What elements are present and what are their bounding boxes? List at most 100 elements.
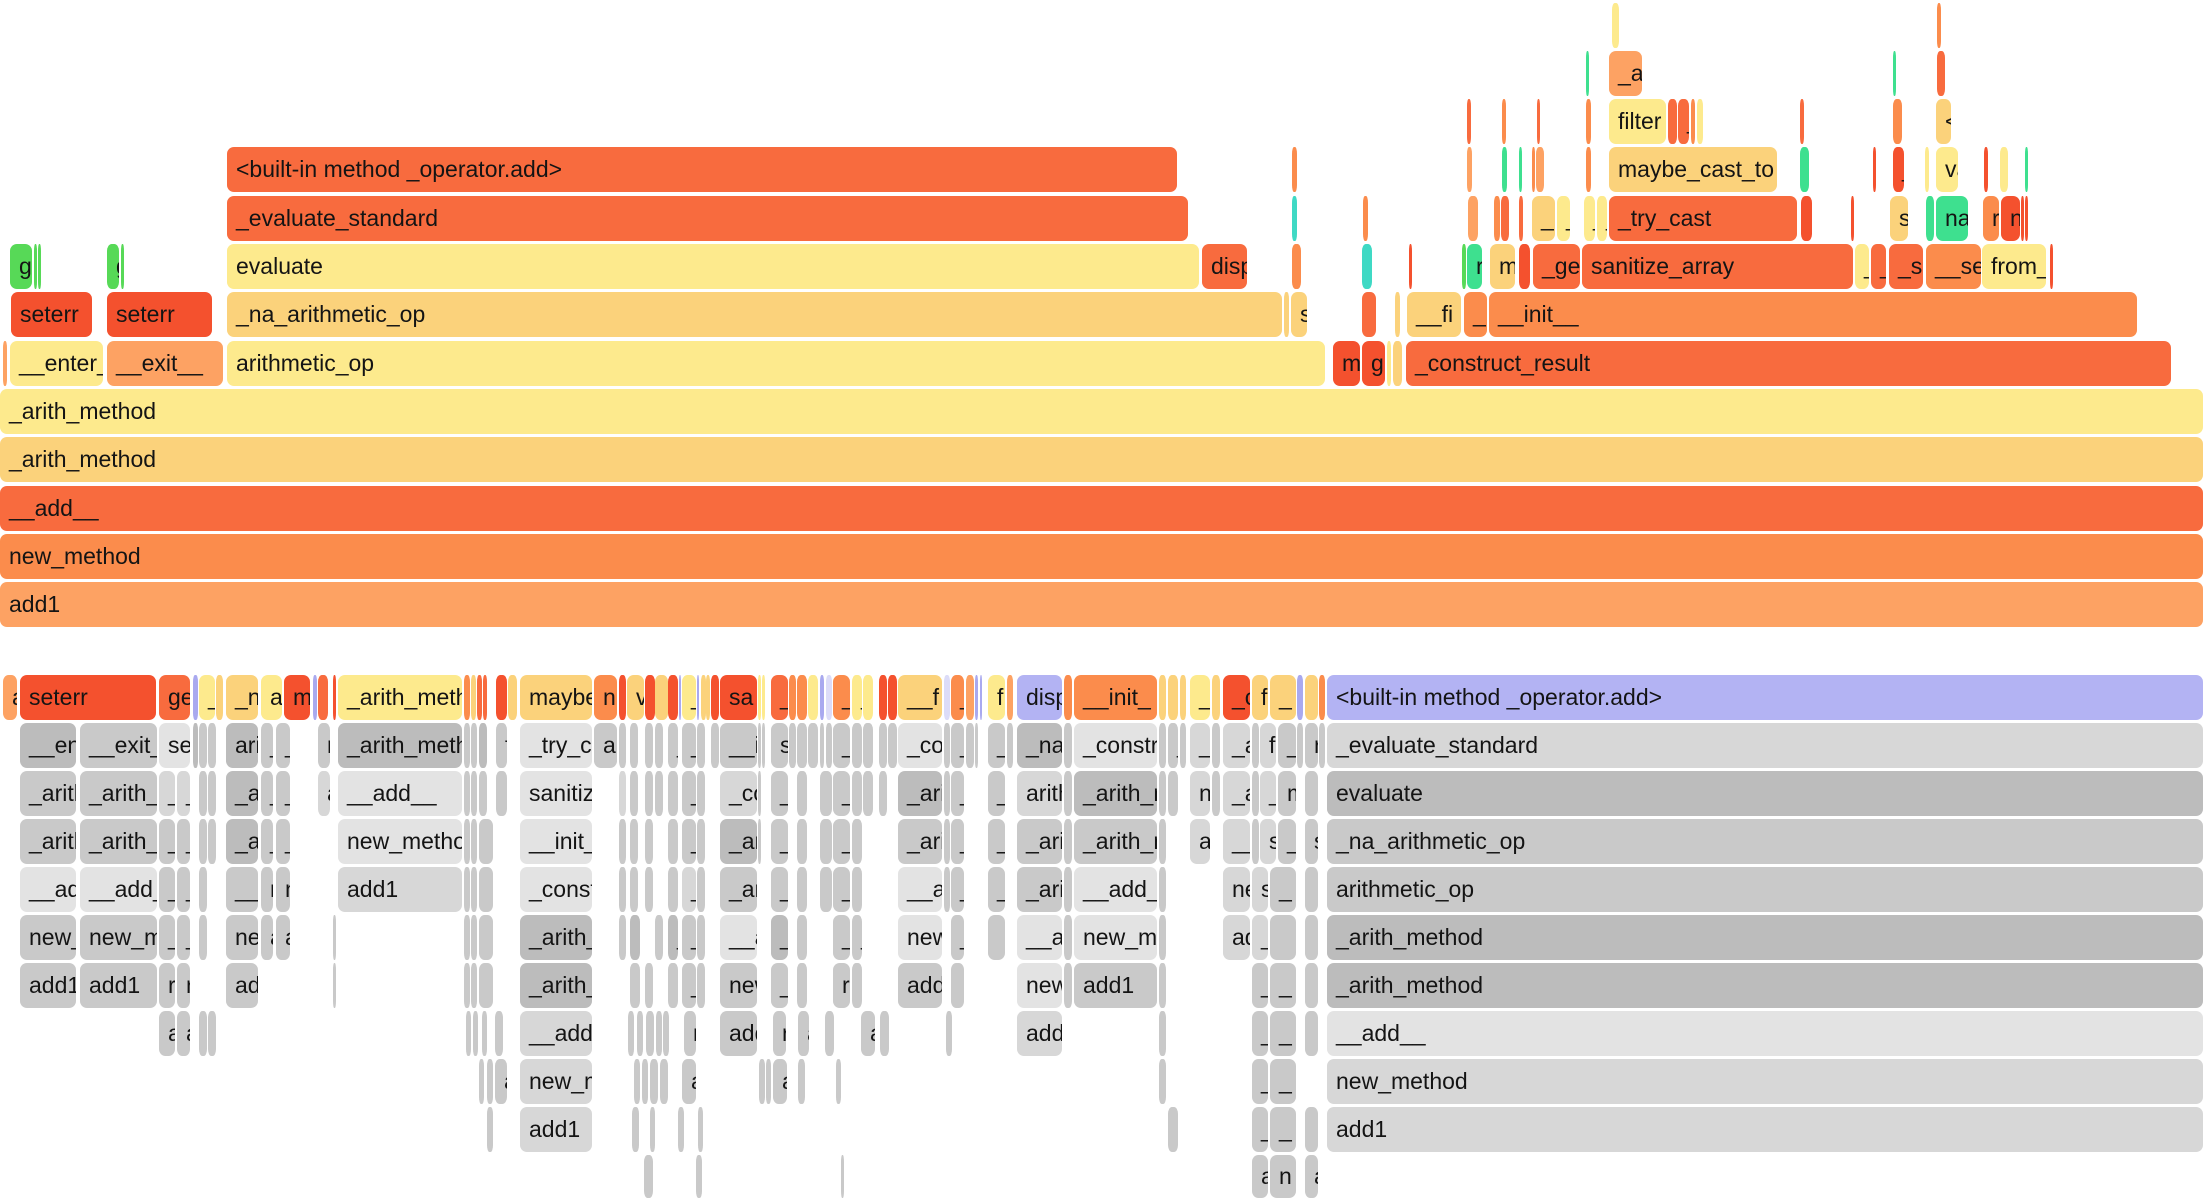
frame-bar[interactable]: __enter__: [10, 341, 103, 386]
frame-sliver[interactable]: [1064, 915, 1072, 960]
frame-sliver[interactable]: [208, 723, 216, 768]
frame-sliver[interactable]: [496, 675, 507, 720]
frame-sliver[interactable]: [679, 675, 681, 720]
frame-sliver[interactable]: [660, 1059, 668, 1104]
frame-sliver[interactable]: [766, 1059, 771, 1104]
frame-bar[interactable]: n: [1190, 771, 1210, 816]
frame-sliver[interactable]: [632, 1107, 639, 1152]
frame-sliver[interactable]: [645, 723, 653, 768]
frame-sliver[interactable]: [697, 867, 705, 912]
frame-bar[interactable]: _: [1855, 244, 1869, 289]
frame-bar[interactable]: _: [1270, 675, 1296, 720]
frame-sliver[interactable]: [645, 963, 653, 1008]
frame-sliver[interactable]: [797, 867, 807, 912]
frame-bar[interactable]: _: [833, 819, 850, 864]
frame-sliver[interactable]: [1586, 147, 1591, 192]
frame-bar[interactable]: _arith_method: [1017, 867, 1062, 912]
frame-bar[interactable]: _try_cast: [1609, 196, 1797, 241]
frame-bar[interactable]: seterr: [11, 292, 92, 337]
frame-sliver[interactable]: [808, 723, 818, 768]
frame-bar[interactable]: _: [771, 819, 788, 864]
frame-bar[interactable]: _: [1270, 963, 1296, 1008]
frame-bar[interactable]: _: [1270, 1011, 1296, 1056]
frame-bar[interactable]: r: [159, 963, 175, 1008]
frame-bar[interactable]: new_method: [898, 915, 942, 960]
frame-sliver[interactable]: [975, 675, 978, 720]
frame-sliver[interactable]: [619, 771, 626, 816]
frame-bar[interactable]: _construct_result: [1406, 341, 2171, 386]
frame-sliver[interactable]: [630, 771, 638, 816]
frame-sliver[interactable]: [487, 1059, 493, 1104]
frame-sliver[interactable]: [1159, 867, 1166, 912]
frame-bar[interactable]: add1: [898, 963, 942, 1008]
frame-sliver[interactable]: [479, 1059, 484, 1104]
frame-bar[interactable]: r: [684, 1011, 696, 1056]
frame-sliver[interactable]: [966, 723, 974, 768]
frame-sliver[interactable]: [471, 771, 477, 816]
frame-bar[interactable]: _: [177, 867, 190, 912]
frame-sliver[interactable]: [879, 723, 887, 768]
frame-sliver[interactable]: [464, 771, 470, 816]
frame-sliver[interactable]: [980, 675, 982, 720]
frame-sliver[interactable]: [1212, 675, 1220, 720]
frame-sliver[interactable]: [944, 867, 950, 912]
frame-bar[interactable]: _c: [1223, 675, 1250, 720]
frame-bar[interactable]: new_method: [520, 1059, 592, 1104]
frame-sliver[interactable]: [199, 819, 207, 864]
frame-sliver[interactable]: [852, 963, 862, 1008]
frame-sliver[interactable]: [2050, 244, 2053, 289]
frame-bar[interactable]: _: [1532, 196, 1555, 241]
frame-bar[interactable]: r: [773, 1011, 786, 1056]
frame-bar[interactable]: _: [1871, 244, 1886, 289]
frame-bar[interactable]: n: [1270, 1155, 1296, 1198]
frame-sliver[interactable]: [1519, 196, 1523, 241]
frame-sliver[interactable]: [836, 1059, 841, 1104]
frame-sliver[interactable]: [1064, 867, 1072, 912]
frame-sliver[interactable]: [619, 723, 626, 768]
frame-bar[interactable]: _arith_method: [338, 723, 462, 768]
frame-sliver[interactable]: [758, 819, 761, 864]
frame-bar[interactable]: _arith_method: [80, 771, 157, 816]
frame-bar[interactable]: r: [318, 723, 330, 768]
frame-sliver[interactable]: [1586, 99, 1591, 144]
frame-sliver[interactable]: [1387, 341, 1391, 386]
frame-sliver[interactable]: [668, 963, 678, 1008]
frame-bar[interactable]: a: [261, 915, 273, 960]
frame-bar[interactable]: e: [797, 675, 807, 720]
frame-bar[interactable]: _: [1278, 819, 1296, 864]
frame-bar[interactable]: _construct_result: [720, 771, 757, 816]
frame-sliver[interactable]: [789, 675, 796, 720]
frame-bar[interactable]: _: [668, 915, 678, 960]
frame-bar[interactable]: _: [1278, 723, 1296, 768]
frame-sliver[interactable]: [1494, 196, 1500, 241]
frame-bar[interactable]: va: [1936, 147, 1958, 192]
frame-sliver[interactable]: [1159, 675, 1166, 720]
frame-sliver[interactable]: [1064, 675, 1072, 720]
frame-sliver[interactable]: [483, 675, 487, 720]
frame-bar[interactable]: _: [1252, 1107, 1268, 1152]
frame-bar[interactable]: __add__: [1223, 819, 1250, 864]
frame-bar[interactable]: new_method: [720, 963, 757, 1008]
frame-sliver[interactable]: [645, 819, 653, 864]
frame-bar[interactable]: disp: [1202, 244, 1247, 289]
frame-sliver[interactable]: [1462, 244, 1466, 289]
frame-sliver[interactable]: [655, 915, 663, 960]
frame-sliver[interactable]: [1984, 147, 1988, 192]
frame-bar[interactable]: _: [951, 867, 964, 912]
frame-sliver[interactable]: [464, 963, 470, 1008]
frame-sliver[interactable]: [1159, 915, 1166, 960]
frame-sliver[interactable]: [697, 675, 699, 720]
frame-bar[interactable]: _: [1190, 675, 1210, 720]
frame-sliver[interactable]: [1362, 292, 1376, 337]
frame-bar[interactable]: __: [276, 819, 290, 864]
frame-sliver[interactable]: [678, 1107, 684, 1152]
frame-bar[interactable]: add1: [1223, 915, 1250, 960]
frame-bar[interactable]: sanitize_array: [1582, 244, 1853, 289]
frame-bar[interactable]: _na_arithmetic_op: [227, 292, 1282, 337]
frame-sliver[interactable]: [820, 675, 824, 720]
frame-bar[interactable]: _: [159, 819, 175, 864]
frame-bar[interactable]: __add__: [226, 867, 258, 912]
frame-sliver[interactable]: [656, 1011, 662, 1056]
frame-bar[interactable]: _arith_method: [1327, 915, 2203, 960]
frame-sliver[interactable]: [826, 723, 832, 768]
